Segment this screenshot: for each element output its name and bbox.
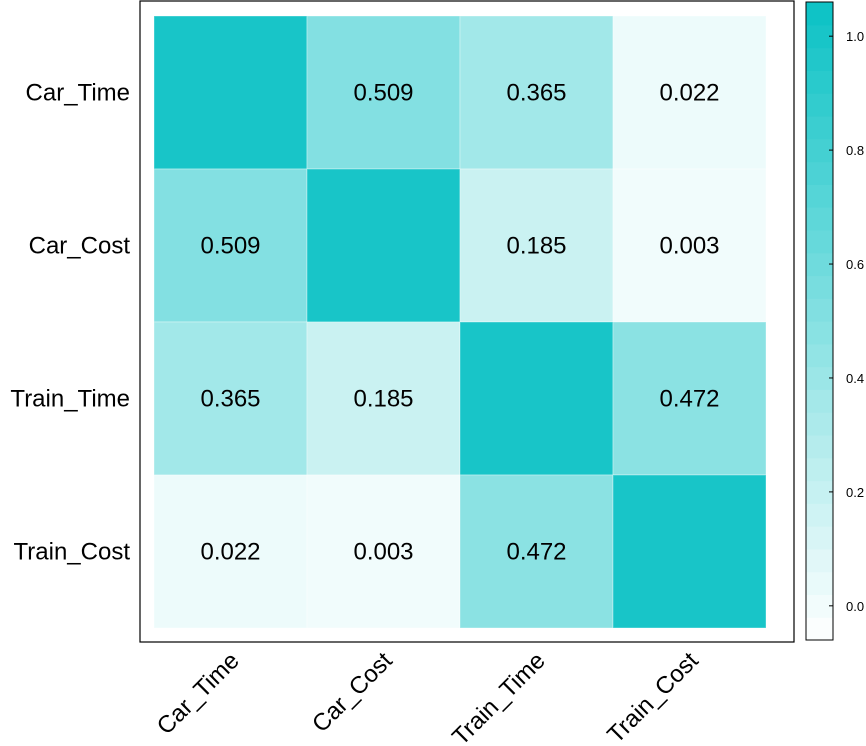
row-labels: Car_Time Car_Cost Train_Time Train_Cost [10, 80, 130, 566]
row-label: Train_Cost [14, 539, 131, 566]
column-label: Car_Cost [307, 647, 398, 738]
cell-value-label: 0.509 [200, 233, 260, 260]
cell-value-label: 0.185 [506, 233, 566, 260]
row-label: Train_Time [10, 386, 130, 413]
colorbar-tick-label: 0.6 [846, 257, 864, 272]
colorbar-segment [806, 594, 833, 618]
colorbar-segment [806, 343, 833, 368]
colorbar-tick-label: 0.0 [846, 599, 864, 614]
colorbar-segment [806, 24, 833, 49]
heatmap-cell-Car_Time-Train_Time [459, 15, 614, 170]
plot-frame [139, 0, 795, 643]
cell-value-label: 0.472 [659, 386, 719, 413]
heatmap-cell-Train_Time-Train_Time [459, 321, 614, 476]
heatmap-cell-Train_Time-Car_Time [153, 321, 308, 476]
heatmap-cell-Car_Time-Car_Time [153, 15, 308, 170]
column-label: Train_Cost [602, 647, 704, 746]
colorbar-segment [806, 457, 833, 482]
heatmap-cell-Train_Time-Train_Cost [612, 321, 767, 476]
cell-value-label: 0.022 [659, 80, 719, 107]
heatmap-cells: 0.509 0.365 0.022 0.509 0.185 0.003 0.365 0.185… [153, 15, 767, 629]
colorbar-segment [806, 252, 833, 277]
colorbar-tick-label: 1.0 [846, 29, 864, 44]
heatmap-cell-Train_Cost-Train_Time [459, 474, 614, 629]
cell-value-label: 0.365 [506, 80, 566, 107]
colorbar-segment [806, 526, 833, 550]
cell-value-label: 0.509 [353, 80, 413, 107]
colorbar-segment [806, 617, 833, 641]
heatmap-cell-Train_Cost-Car_Time [153, 474, 308, 629]
colorbar-tick-label: 0.2 [846, 485, 864, 500]
colorbar-segment [806, 548, 833, 573]
heatmap-cell-Car_Cost-Train_Cost [612, 168, 767, 323]
colorbar-segment [806, 503, 833, 527]
cell-value-label: 0.003 [659, 233, 719, 260]
heatmap-cell-Car_Cost-Car_Time [153, 168, 308, 323]
colorbar-tick-label: 0.4 [846, 371, 864, 386]
heatmap-cell-Car_Cost-Car_Cost [306, 168, 461, 323]
cell-value-label: 0.003 [353, 539, 413, 566]
colorbar-segment [806, 93, 833, 117]
heatmap-cell-Train_Time-Car_Cost [306, 321, 461, 476]
colorbar-segment [806, 412, 833, 436]
colorbar-segment [806, 115, 833, 140]
heatmap-cell-Car_Time-Car_Cost [306, 15, 461, 170]
colorbar: 0.0 0.2 0.4 0.6 0.8 1.0 [805, 1, 864, 641]
colorbar-segment [806, 229, 833, 254]
colorbar-segment [806, 70, 833, 94]
colorbar-segment [806, 161, 833, 185]
colorbar-segment [806, 480, 833, 504]
colorbar-segment [806, 184, 833, 208]
column-labels: Car_Time Car_Cost Train_Time Train_Cost [152, 647, 704, 746]
row-label: Car_Cost [29, 233, 131, 260]
heatmap-cell-Car_Time-Train_Cost [612, 15, 767, 170]
cell-value-label: 0.472 [506, 539, 566, 566]
colorbar-segment [806, 207, 833, 231]
heatmap-cell-Train_Cost-Car_Cost [306, 474, 461, 629]
colorbar-segment [806, 138, 833, 163]
colorbar-tick-label: 0.8 [846, 143, 864, 158]
column-label: Car_Time [152, 647, 245, 740]
colorbar-segment [806, 571, 833, 596]
colorbar-segment [806, 275, 833, 299]
colorbar-segment [806, 47, 833, 71]
colorbar-segment [806, 2, 833, 26]
cell-value-label: 0.365 [200, 386, 260, 413]
colorbar-frame [805, 1, 834, 641]
colorbar-segment [806, 321, 833, 345]
colorbar-segment [806, 389, 833, 413]
cell-value-label: 0.185 [353, 386, 413, 413]
colorbar-segment [806, 366, 833, 390]
column-label: Train_Time [447, 647, 551, 746]
colorbar-segment [806, 434, 833, 459]
colorbar-segment [806, 298, 833, 322]
row-label: Car_Time [26, 80, 130, 107]
cell-value-label: 0.022 [200, 539, 260, 566]
heatmap-cell-Train_Cost-Train_Cost [612, 474, 767, 629]
